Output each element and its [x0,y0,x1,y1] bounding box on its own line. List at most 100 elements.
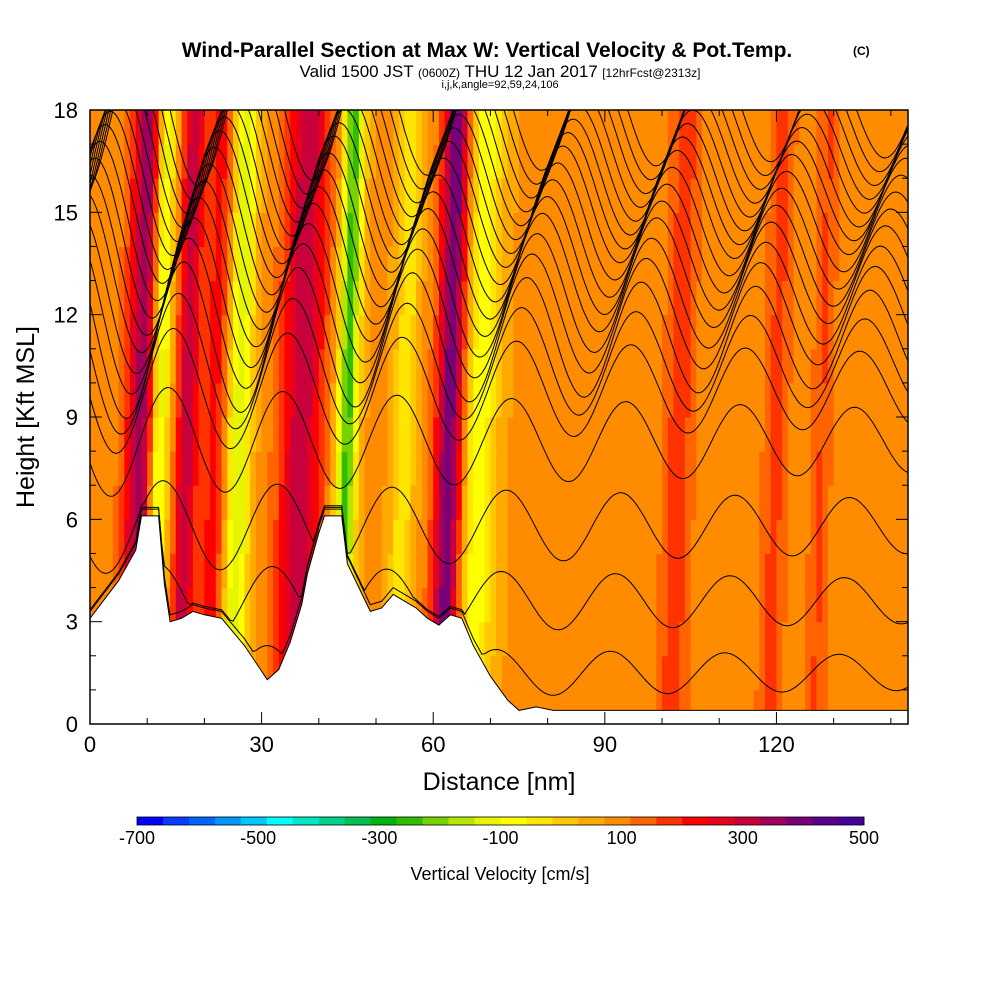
velocity-cell [467,280,474,316]
velocity-cell [490,348,497,384]
velocity-cell [816,178,823,213]
velocity-cell [639,382,646,418]
velocity-cell [158,212,165,248]
velocity-cell [656,314,663,350]
velocity-cell [787,655,795,691]
x-tick-label: 30 [249,732,273,757]
velocity-cell [456,212,463,248]
velocity-cell [702,689,709,724]
velocity-cell [702,621,709,657]
velocity-cell [215,246,223,282]
velocity-cell [719,519,726,555]
velocity-cell [456,246,463,282]
velocity-cell [759,144,766,179]
velocity-cell [335,280,343,316]
velocity-cell [301,178,308,213]
velocity-cell [490,553,497,589]
velocity-cell [130,417,137,452]
velocity-cell [192,587,200,623]
velocity-cell [896,519,903,555]
velocity-cell [702,314,709,350]
velocity-cell [747,553,755,589]
velocity-cell [713,382,720,418]
velocity-cell [519,348,526,384]
velocity-cell [187,519,194,555]
velocity-cell [627,314,635,350]
velocity-cell [839,417,846,452]
velocity-cell [873,417,880,452]
velocity-cell [204,280,211,316]
velocity-cell [233,280,240,316]
velocity-cell [112,314,120,350]
velocity-cell [816,144,823,179]
velocity-cell [559,519,566,555]
velocity-cell [799,348,806,384]
velocity-cell [610,587,617,623]
velocity-cell [227,144,234,179]
velocity-cell [627,621,635,657]
velocity-cell [902,348,908,384]
velocity-cell [158,178,165,213]
velocity-cell [433,314,440,350]
velocity-cell [587,587,594,623]
velocity-cell [496,553,503,589]
velocity-cell [770,587,778,623]
velocity-cell [164,110,171,145]
velocity-cell [736,314,743,350]
velocity-cell [387,382,394,418]
velocity-cell [593,178,600,213]
velocity-cell [141,212,148,248]
velocity-cell [501,587,509,623]
velocity-cell [873,144,880,179]
velocity-cell [501,246,509,282]
velocity-cell [164,519,171,555]
velocity-cell [810,451,818,486]
velocity-cell [192,212,200,248]
velocity-cell [227,314,234,350]
velocity-cell [318,178,326,213]
velocity-cell [667,246,675,282]
velocity-cell [490,417,497,452]
velocity-cell [507,314,514,350]
velocity-cell [599,417,606,452]
velocity-cell [461,212,469,248]
velocity-cell [381,178,389,213]
velocity-cell [713,348,720,384]
velocity-cell [576,144,583,179]
valid-prefix: Valid 1500 JST [300,62,414,81]
velocity-cell [393,519,400,555]
velocity-cell [696,382,703,418]
velocity-cell [559,485,566,520]
velocity-cell [473,280,480,316]
velocity-cell [181,110,188,145]
x-axis-label: Distance [nm] [423,768,576,796]
velocity-cell [896,553,903,589]
velocity-cell [890,655,898,691]
velocity-cell [902,280,908,316]
velocity-cell [650,417,657,452]
velocity-cell [135,451,143,486]
velocity-cell [576,587,583,623]
velocity-cell [736,348,743,384]
velocity-cell [662,212,669,248]
velocity-cell [284,348,291,384]
velocity-cell [764,553,772,589]
velocity-cell [867,655,875,691]
velocity-cell [713,417,720,452]
velocity-cell [862,553,869,589]
velocity-cell [433,587,440,623]
velocity-cell [776,178,783,213]
velocity-cell [227,519,234,555]
velocity-cell [570,587,577,623]
velocity-cell [593,348,600,384]
velocity-cell [152,178,160,213]
velocity-cell [198,553,206,589]
velocity-cell [810,280,818,316]
velocity-cell [238,382,246,418]
velocity-cell [187,280,194,316]
velocity-cell [547,553,554,589]
velocity-cell [398,451,406,486]
velocity-cell [587,144,594,179]
velocity-cell [782,144,789,179]
